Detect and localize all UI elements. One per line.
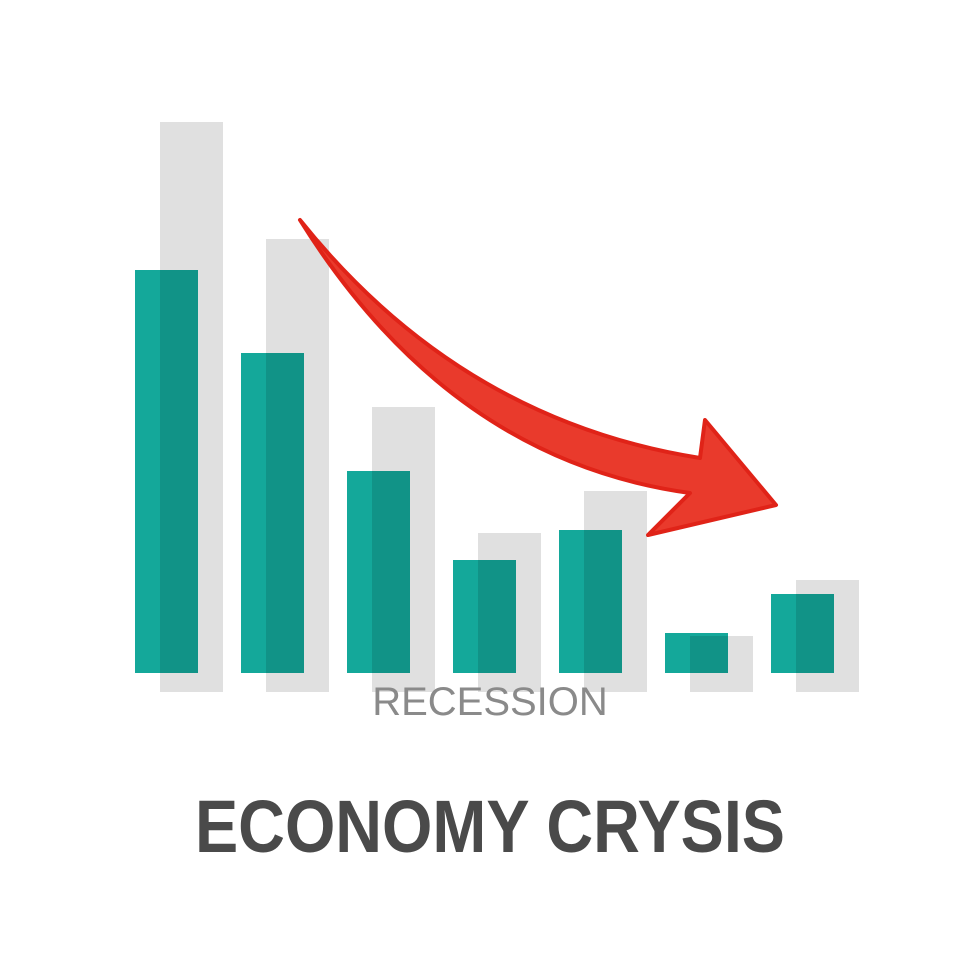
bar <box>241 353 304 673</box>
bar <box>796 580 859 692</box>
bar <box>347 471 410 673</box>
chart-title: ECONOMY CRYSIS <box>195 785 785 868</box>
bar <box>453 560 516 673</box>
bar <box>771 594 834 673</box>
bar <box>160 122 223 692</box>
chart-subtitle: RECESSION <box>372 680 608 724</box>
bar <box>690 636 753 692</box>
bar <box>135 270 198 673</box>
bar <box>478 533 541 692</box>
bar <box>584 491 647 692</box>
bar <box>559 530 622 673</box>
bar <box>665 633 728 673</box>
bar <box>372 407 435 692</box>
trend-arrow <box>298 218 778 537</box>
bar <box>266 239 329 692</box>
